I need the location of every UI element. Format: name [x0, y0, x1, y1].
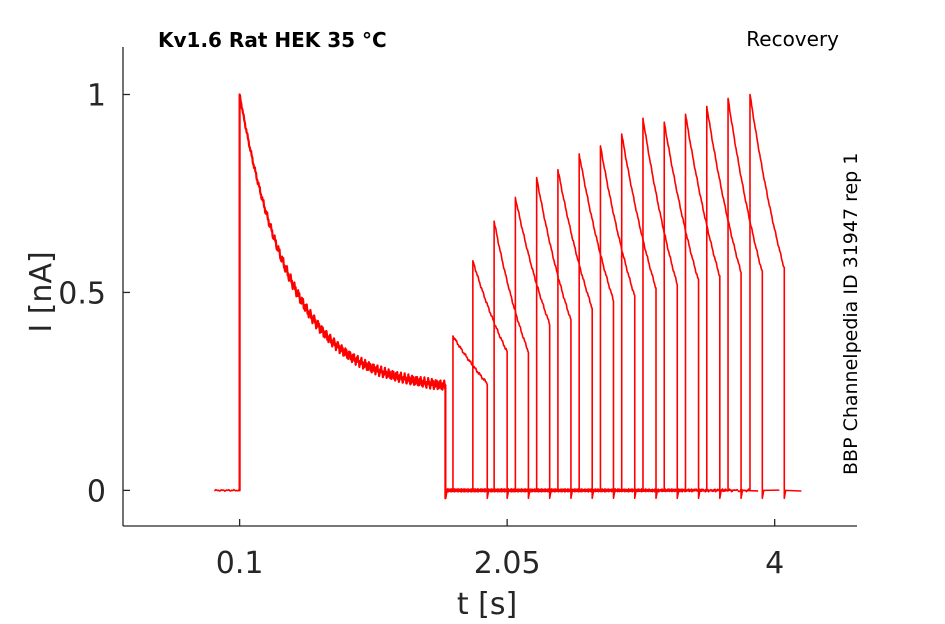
recovery-pulse-trace — [727, 97, 780, 500]
y-tick-label: 0.5 — [58, 276, 106, 311]
recovery-pulse-trace — [535, 176, 589, 500]
recovery-pulse-trace — [472, 259, 525, 500]
y-tick-label: 0 — [87, 474, 106, 509]
x-tick-label: 4 — [765, 546, 784, 581]
recovery-pulse-trace — [620, 133, 674, 500]
x-tick-label: 2.05 — [474, 546, 541, 581]
recovery-pulse-trace — [749, 93, 802, 500]
recovery-pulse-trace — [684, 113, 738, 500]
y-tick-label: 1 — [87, 79, 106, 114]
recovery-pulse-trace — [514, 196, 567, 500]
recovery-pulse-trace — [705, 105, 759, 500]
recovery-pulse-trace — [642, 117, 695, 500]
recovery-pulse-trace — [452, 335, 505, 500]
pre-pulse-baseline — [214, 488, 241, 492]
protocol-label: Recovery — [746, 27, 839, 51]
recovery-pulse-trace — [599, 145, 653, 500]
x-axis-ticks: 0.1 2.05 4 — [216, 519, 784, 581]
recovery-pulse-trace — [493, 220, 546, 500]
chart-title: Kv1.6 Rat HEK 35 °C — [158, 28, 387, 52]
conditioning-pulse-trace — [238, 93, 448, 500]
y-axis-ticks: 00.51 — [58, 79, 130, 509]
recovery-pulse-trace — [578, 153, 631, 500]
recovery-pulse-trace — [663, 121, 716, 500]
source-label: BBP Channelpedia ID 31947 rep 1 — [840, 153, 862, 475]
current-traces — [214, 93, 802, 500]
x-tick-label: 0.1 — [216, 546, 264, 581]
x-axis-label: t [s] — [457, 587, 517, 622]
recovery-pulse-trace — [557, 168, 610, 500]
y-axis-label: I [nA] — [24, 251, 59, 332]
